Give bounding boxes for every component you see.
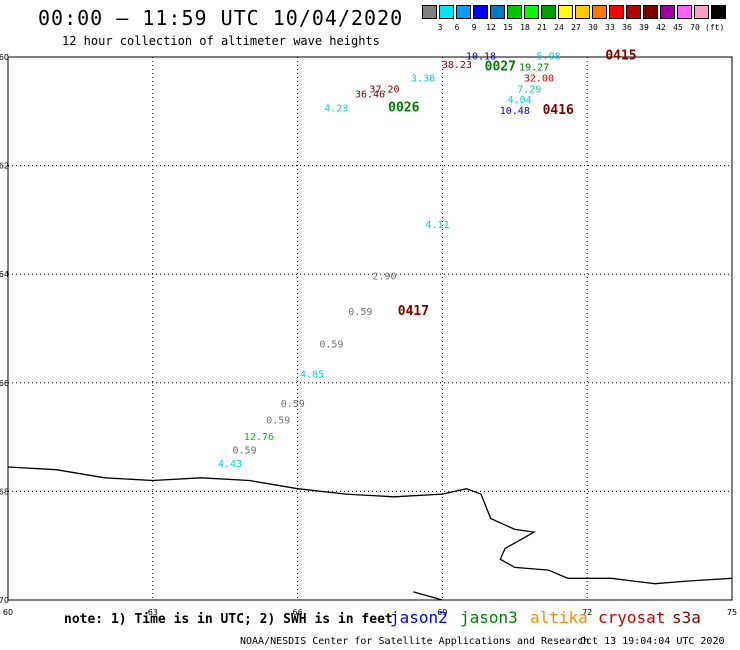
color-scale-swatch [473,5,488,19]
color-scale-swatch [524,5,539,19]
credit-line: NOAA/NESDIS Center for Satellite Applica… [240,636,590,647]
color-scale-label: 21 [537,23,547,32]
pass-number-label: 0026 [388,100,419,115]
color-scale-swatch [575,5,590,19]
longitude-tick-label: 75 [727,608,737,617]
color-scale-swatch [439,5,454,19]
swh-measurement-label: 5.98 [537,52,561,63]
color-scale-swatch [711,5,726,19]
longitude-tick-label: 60 [3,608,13,617]
color-scale-label: 9 [471,23,477,32]
swh-measurement-label: 37.20 [369,84,399,95]
swh-measurement-label: 32.00 [524,73,554,84]
swh-measurement-label: 4.04 [508,95,532,106]
color-scale-swatch [677,5,692,19]
color-scale-label: 36 [622,23,632,32]
swh-measurement-label: 0.59 [266,416,290,427]
color-scale-label: 30 [588,23,598,32]
color-scale-swatch [592,5,607,19]
swh-measurement-label: 0.59 [281,399,305,410]
color-scale-swatch [456,5,471,19]
swh-measurement-label: 4.43 [218,459,242,470]
latitude-tick-label: -66 [0,379,9,388]
color-scale-label: 39 [639,23,649,32]
color-scale-label: 70 [690,23,700,32]
chart-title: 00:00 – 11:59 UTC 10/04/2020 [38,6,404,30]
pass-number-label: 0027 [485,60,516,75]
swh-measurement-label: 38.23 [442,60,472,71]
satellite-legend-s3a: s3a [672,608,701,627]
color-scale-swatch [541,5,556,19]
color-scale-swatch [660,5,675,19]
longitude-tick-label: 66 [293,608,303,617]
pass-number-label: 0416 [543,103,574,118]
color-scale-label: 18 [520,23,530,32]
satellite-legend-jason3: jason3 [460,608,518,627]
swh-measurement-label: 0.59 [232,445,256,456]
satellite-legend-cryosat: cryosat [598,608,666,627]
color-scale-label: 12 [486,23,496,32]
color-scale-swatch [490,5,505,19]
color-scale-unit: (ft) [705,23,725,32]
satellite-legend-altika: altika [530,608,588,627]
latitude-tick-label: -70 [0,596,9,605]
color-scale-swatch [558,5,573,19]
swh-measurement-label: 10.48 [500,106,530,117]
coastline [7,466,733,585]
color-scale-label: 6 [454,23,460,32]
swh-measurement-label: 3.38 [411,73,435,84]
swh-measurement-label: 10.18 [466,52,496,63]
color-scale-label: 24 [554,23,564,32]
pass-number-label: 0415 [605,49,636,64]
color-scale-label: 45 [673,23,683,32]
color-scale-label: 33 [605,23,615,32]
satellite-legend-jason2: jason2 [390,608,448,627]
chart-subtitle: 12 hour collection of altimeter wave hei… [62,34,380,48]
color-scale-swatch [694,5,709,19]
swh-measurement-label: 4.85 [300,369,324,380]
swh-measurement-label: 7.29 [517,84,541,95]
swh-measurement-label: 2.90 [372,272,396,283]
color-scale-swatch [626,5,641,19]
latitude-tick-label: -60 [0,53,9,62]
swh-measurement-label: 4.23 [324,103,348,114]
longitude-tick-label: 69 [437,608,447,617]
longitude-tick-label: 63 [148,608,158,617]
longitude-tick-label: 72 [582,608,592,617]
swh-measurement-label: 0.59 [348,307,372,318]
color-scale-swatch [422,5,437,19]
swh-measurement-label: 0.59 [319,340,343,351]
color-scale-swatch [507,5,522,19]
pass-number-label: 0417 [398,304,429,319]
footer-note: note: 1) Time is in UTC; 2) SWH is in fe… [64,612,393,627]
latitude-tick-label: -68 [0,487,9,496]
color-scale-label: 27 [571,23,581,32]
swh-measurement-label: 19.27 [519,63,549,74]
color-scale-swatch [643,5,658,19]
swh-measurement-label: 4.11 [426,220,450,231]
coastline-south [413,591,443,601]
color-scale-label: 42 [656,23,666,32]
latitude-tick-label: -62 [0,162,9,171]
color-scale-swatch [609,5,624,19]
swh-measurement-label: 12.76 [244,432,274,443]
swh-measurement-label: 36.46 [355,90,385,101]
color-scale-label: 3 [437,23,443,32]
color-scale-label: 15 [503,23,513,32]
latitude-tick-label: -64 [0,270,9,279]
map-frame [7,56,733,601]
generation-timestamp: Oct 13 19:04:04 UTC 2020 [580,636,725,647]
